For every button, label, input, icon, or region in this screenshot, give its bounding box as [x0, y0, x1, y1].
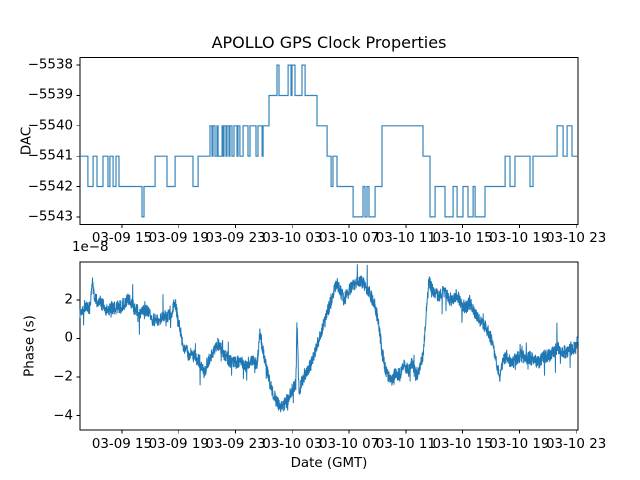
bottom-x-tick-label: 03-09 23: [205, 437, 266, 452]
bottom-x-tick-label: 03-10 23: [546, 437, 607, 452]
phase-noise-line: [79, 264, 579, 413]
dac-y-tick-label: −5542: [27, 178, 73, 194]
x-axis-label: Date (GMT): [290, 456, 368, 471]
top-x-tick-label: 03-10 11: [375, 231, 436, 246]
dac-y-tick-label: −5538: [27, 57, 73, 73]
bottom-axes-frame: [79, 261, 579, 431]
bottom-x-tick-label: 03-10 07: [318, 437, 380, 452]
chart-title: APOLLO GPS Clock Properties: [211, 33, 447, 52]
bottom-x-tick-label: 03-10 03: [262, 437, 323, 452]
top-axes-frame: [79, 57, 579, 225]
bottom-x-tick-label: 03-09 19: [148, 437, 209, 452]
top-x-tick-label: 03-09 23: [205, 231, 266, 246]
bottom-x-tick-label: 03-10 15: [432, 437, 493, 452]
phase-y-axis-label: Phase (s): [22, 315, 38, 377]
top-x-tick-label: 03-10 23: [546, 231, 607, 246]
bottom-x-tick-label: 03-10 11: [375, 437, 436, 452]
dac-y-tick-label: −5541: [27, 148, 73, 164]
phase-offset-text: 1e−8: [72, 240, 109, 255]
phase-y-tick-label: 0: [64, 330, 73, 346]
phase-y-tick-label: 2: [64, 292, 73, 308]
top-x-tick-label: 03-10 15: [432, 231, 493, 246]
bottom-x-tick-label: 03-10 19: [489, 437, 550, 452]
axis-ticks: [76, 64, 577, 434]
top-x-tick-label: 03-09 15: [91, 231, 153, 246]
top-x-tick-label: 03-10 03: [262, 231, 323, 246]
dac-y-tick-label: −5543: [27, 209, 73, 225]
bottom-x-tick-label: 03-09 15: [91, 437, 153, 452]
dac-y-tick-label: −5539: [27, 87, 73, 103]
phase-y-tick-label: −4: [53, 407, 73, 423]
top-x-tick-label: 03-10 07: [318, 231, 380, 246]
phase-y-tick-label: −2: [53, 369, 73, 385]
top-x-tick-label: 03-09 19: [148, 231, 209, 246]
dac-step-line: [80, 64, 578, 218]
dac-y-tick-label: −5540: [27, 118, 73, 134]
top-x-tick-label: 03-10 19: [489, 231, 550, 246]
